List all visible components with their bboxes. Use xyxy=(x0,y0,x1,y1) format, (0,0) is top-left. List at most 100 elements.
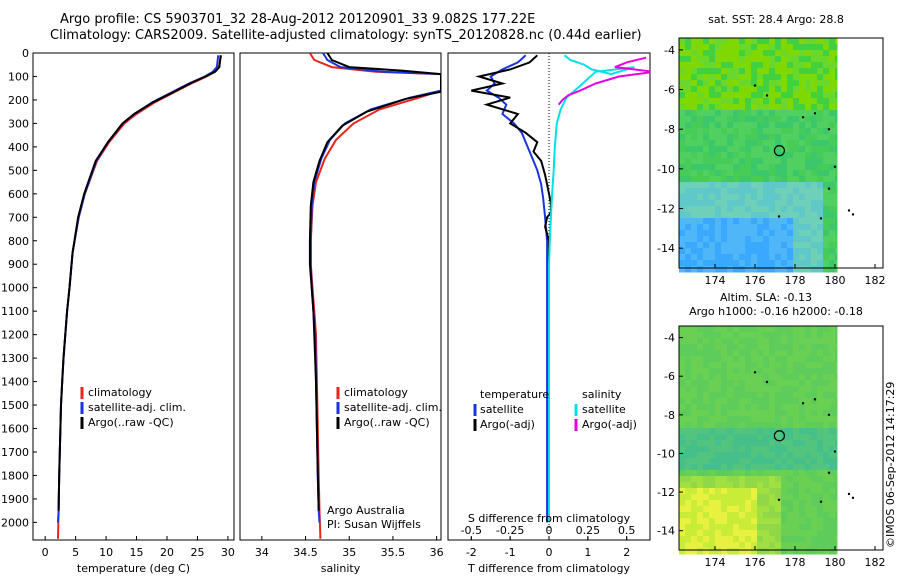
map-cell xyxy=(727,170,734,177)
map-cell xyxy=(793,56,800,63)
map-cell xyxy=(799,38,806,45)
x-tick-label: 36 xyxy=(430,546,444,559)
map-cell xyxy=(805,62,812,69)
map-cell xyxy=(745,422,752,429)
map-cell xyxy=(799,224,806,231)
map-cell xyxy=(817,338,824,345)
map-cell xyxy=(685,164,692,171)
map-cell xyxy=(727,212,734,219)
map-cell xyxy=(679,512,686,519)
map-cell xyxy=(781,104,788,111)
map-cell xyxy=(745,62,752,69)
map-cell xyxy=(685,446,692,453)
map-cell xyxy=(697,38,704,45)
map-cell xyxy=(823,92,830,99)
map-cell xyxy=(703,548,710,555)
map-cell xyxy=(721,224,728,231)
map-y-tick-label: -12 xyxy=(657,486,675,499)
map-cell xyxy=(703,248,710,255)
map-cell xyxy=(691,236,698,243)
map-cell xyxy=(781,116,788,123)
map-cell xyxy=(835,134,838,141)
map-cell xyxy=(739,44,746,51)
map-cell xyxy=(817,236,824,243)
map-cell xyxy=(757,488,764,495)
map-cell xyxy=(829,122,836,129)
map-cell xyxy=(703,506,710,513)
map-cell xyxy=(829,422,836,429)
map-cell xyxy=(751,152,758,159)
map-cell xyxy=(829,248,836,255)
map-cell xyxy=(775,44,782,51)
map-cell xyxy=(715,242,722,249)
map-cell xyxy=(745,542,752,549)
map-cell xyxy=(709,446,716,453)
map-cell xyxy=(751,74,758,81)
map-cell xyxy=(757,392,764,399)
map-cell xyxy=(715,212,722,219)
map-cell xyxy=(793,398,800,405)
map-cell xyxy=(817,188,824,195)
map-cell xyxy=(805,338,812,345)
map-cell xyxy=(679,386,686,393)
map-cell xyxy=(727,74,734,81)
x-tick-label: 5 xyxy=(72,546,79,559)
map-cell xyxy=(697,506,704,513)
map-cell xyxy=(685,194,692,201)
map-cell xyxy=(811,212,818,219)
temperature-line-3 xyxy=(57,55,222,511)
map-cell xyxy=(835,92,838,99)
map-cell xyxy=(817,404,824,411)
map-cell xyxy=(709,122,716,129)
map-cell xyxy=(739,386,746,393)
map-cell xyxy=(697,194,704,201)
map-cell xyxy=(817,476,824,483)
map-cell xyxy=(835,230,838,237)
map-cell xyxy=(811,410,818,417)
map-cell xyxy=(691,152,698,159)
map-cell xyxy=(775,134,782,141)
map-cell xyxy=(685,116,692,123)
map-cell xyxy=(805,518,812,525)
map-cell xyxy=(775,182,782,189)
map-cell xyxy=(817,254,824,261)
map-cell xyxy=(775,224,782,231)
map-cell xyxy=(721,170,728,177)
map-cell xyxy=(727,512,734,519)
map-cell xyxy=(775,422,782,429)
map-cell xyxy=(745,434,752,441)
map-cell xyxy=(829,434,836,441)
map-cell xyxy=(793,410,800,417)
x-tick-label: 30 xyxy=(221,546,235,559)
map-cell xyxy=(793,236,800,243)
map-cell xyxy=(769,530,776,537)
map-cell xyxy=(703,134,710,141)
difference-series-group xyxy=(471,54,650,523)
map-cell xyxy=(769,368,776,375)
map-cell xyxy=(829,152,836,159)
map-cell xyxy=(799,158,806,165)
map-cell xyxy=(799,476,806,483)
map-cell xyxy=(781,158,788,165)
map-cell xyxy=(751,128,758,135)
map-cell xyxy=(793,110,800,117)
map-cell xyxy=(739,380,746,387)
map-cell xyxy=(745,482,752,489)
map-cell xyxy=(811,470,818,477)
map-cell xyxy=(817,350,824,357)
map-cell xyxy=(733,338,740,345)
map-cell xyxy=(787,134,794,141)
map-cell xyxy=(769,500,776,507)
map-cell xyxy=(709,50,716,57)
map-cell xyxy=(811,416,818,423)
map-cell xyxy=(775,476,782,483)
map-cell xyxy=(739,104,746,111)
map-cell xyxy=(739,182,746,189)
map-cell xyxy=(685,158,692,165)
map-cell xyxy=(703,470,710,477)
map-cell xyxy=(787,188,794,195)
map-cell xyxy=(703,452,710,459)
map-cell xyxy=(703,98,710,105)
map-cell xyxy=(697,356,704,363)
map-cell xyxy=(715,470,722,477)
